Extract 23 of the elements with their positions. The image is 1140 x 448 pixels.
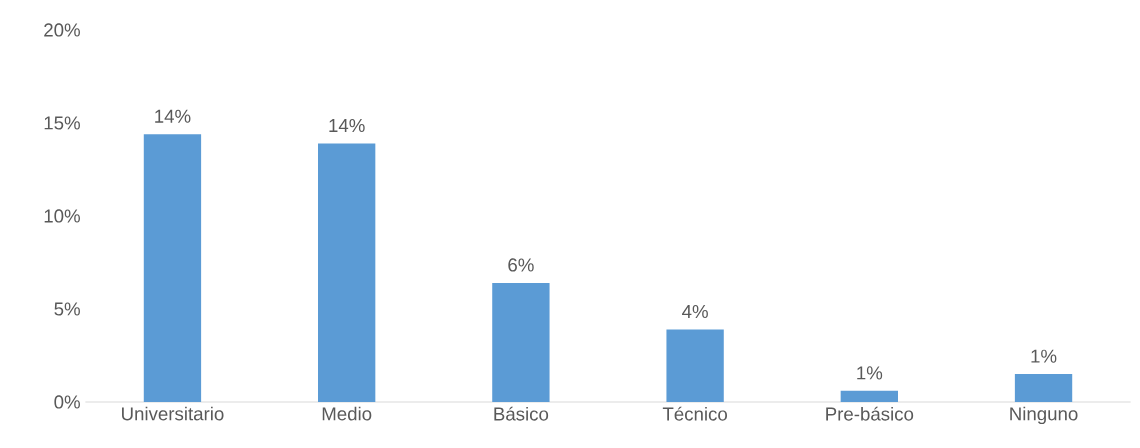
y-tick-label: 0%: [54, 395, 80, 409]
bar: [492, 282, 550, 402]
x-tick-label: Ninguno: [1010, 406, 1078, 425]
data-label: 14%: [329, 119, 365, 133]
data-label: 1%: [857, 366, 883, 380]
y-tick-label: 20%: [44, 23, 80, 37]
x-tick-label: Medio: [322, 406, 372, 421]
bar: [666, 329, 724, 402]
x-tick-label: Básico: [494, 406, 549, 421]
data-label: 1%: [1031, 349, 1057, 363]
y-tick-label: 5%: [54, 302, 80, 316]
data-label: 6%: [508, 258, 534, 272]
y-tick-label: 10%: [44, 209, 80, 223]
x-tick-label: Universitario: [122, 406, 224, 421]
y-tick-label: 15%: [44, 116, 80, 130]
bar: [143, 134, 202, 402]
bar: [1014, 374, 1073, 402]
bar: [840, 390, 898, 402]
x-tick-label: Técnico: [662, 406, 727, 421]
data-label: 14%: [155, 109, 191, 123]
x-tick-label: Pre-básico: [826, 406, 914, 421]
bar: [318, 143, 376, 402]
data-label: 4%: [682, 304, 708, 319]
